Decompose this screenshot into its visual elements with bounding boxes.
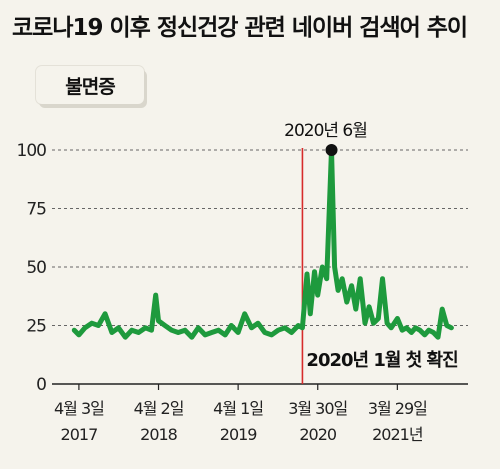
peak-marker	[325, 144, 338, 156]
x-tick-label: 4월 3일	[54, 399, 104, 418]
x-tick-label: 4월 1일	[213, 399, 263, 418]
y-tick-label: 100	[17, 141, 47, 161]
x-tick-year-label: 2021년	[372, 425, 423, 444]
x-tick-year-label: 2018	[140, 425, 178, 444]
x-tick-label: 4월 2일	[134, 399, 184, 418]
chart-title: 코로나19 이후 정신건강 관련 네이버 검색어 추이	[12, 15, 468, 41]
y-tick-label: 25	[26, 317, 46, 337]
y-tick-label: 0	[36, 375, 46, 395]
x-tick-year-label: 2020	[299, 425, 337, 444]
x-tick-year-label: 2017	[61, 425, 98, 444]
series-line-insomnia	[71, 147, 454, 340]
first-case-annotation: 2020년 1월 첫 확진	[306, 350, 458, 371]
x-tick-year-label: 2019	[220, 425, 258, 444]
x-tick-label: 3월 29일	[368, 399, 427, 418]
y-tick-label: 75	[26, 200, 46, 220]
peak-annotation: 2020년 6월	[284, 121, 367, 141]
x-tick-label: 3월 30일	[288, 399, 347, 418]
y-tick-label: 50	[26, 258, 46, 278]
series-label-tag: 불면증	[36, 66, 144, 104]
